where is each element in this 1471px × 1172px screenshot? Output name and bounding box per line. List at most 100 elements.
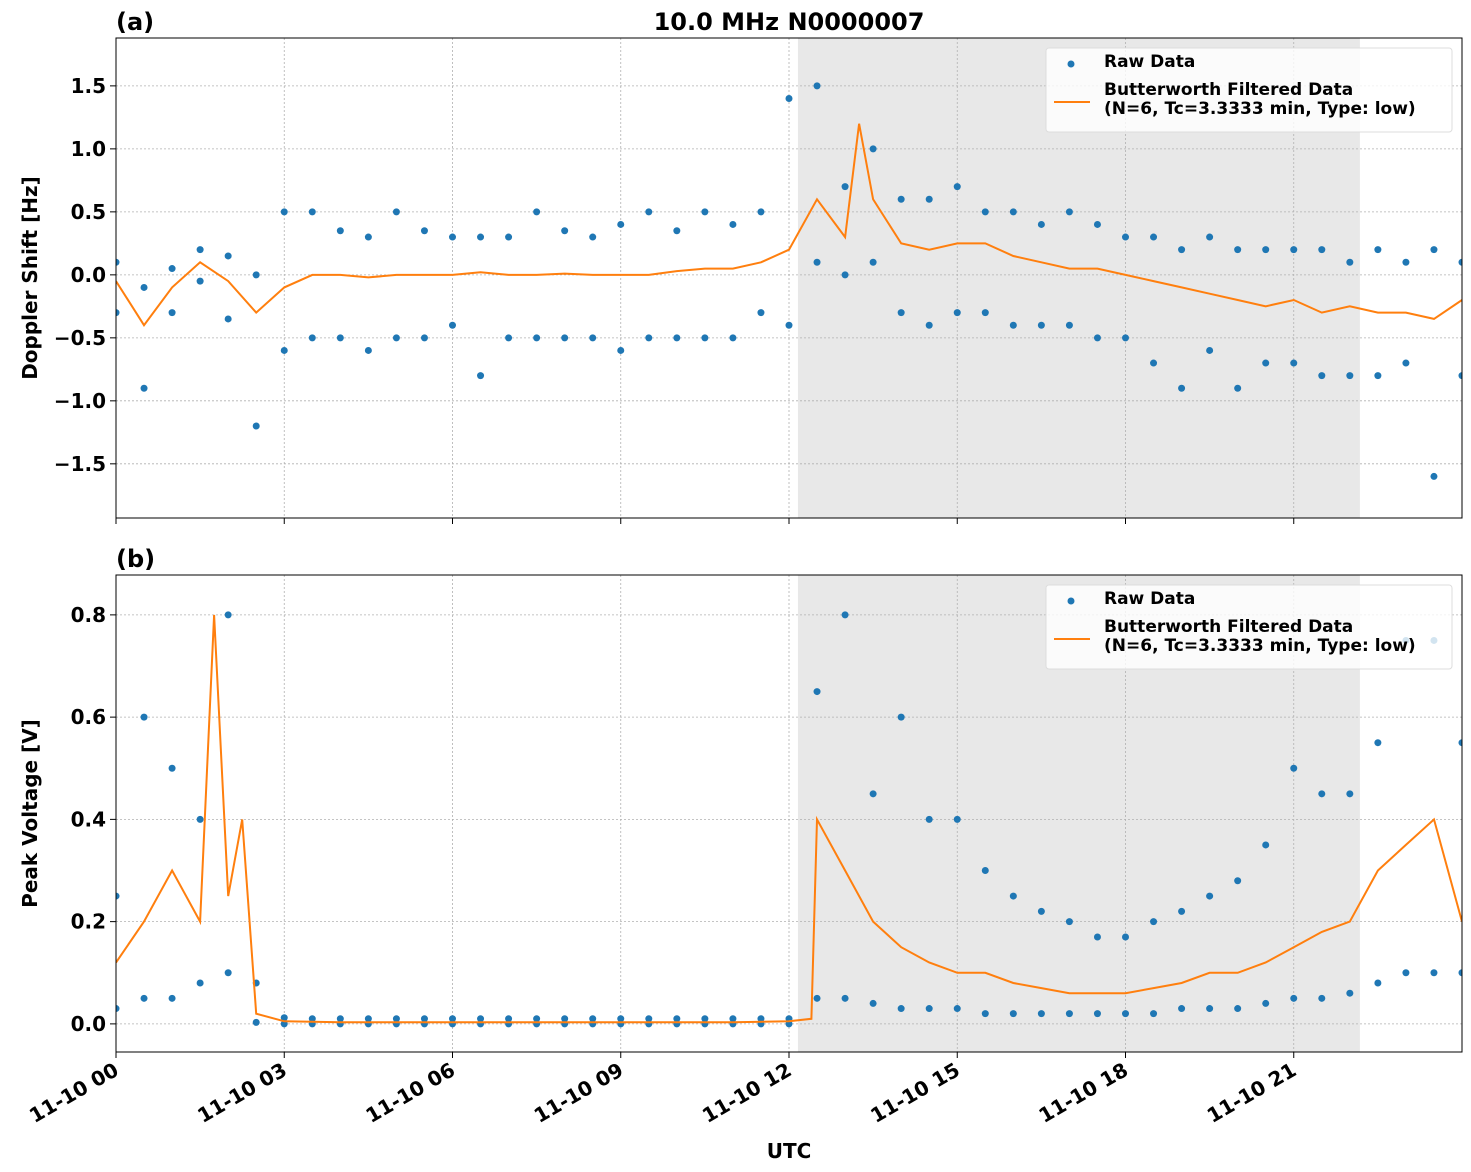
raw-point — [1150, 359, 1158, 367]
filtered-line — [116, 123, 1462, 327]
raw-point — [1009, 208, 1017, 216]
legend-marker — [1067, 60, 1075, 68]
raw-point — [1318, 246, 1326, 254]
raw-point — [813, 82, 821, 90]
raw-point — [813, 994, 821, 1002]
raw-point — [420, 1015, 428, 1023]
raw-point — [1178, 907, 1186, 915]
raw-point — [477, 233, 485, 241]
raw-point — [505, 1015, 513, 1023]
raw-point — [897, 713, 905, 721]
raw-point — [168, 764, 176, 772]
panel-label: (b) — [116, 545, 155, 573]
raw-point — [449, 1015, 456, 1023]
raw-point — [1206, 233, 1214, 241]
legend-entry: Raw Data — [1104, 53, 1196, 72]
raw-point — [561, 1015, 569, 1023]
raw-point — [1206, 892, 1214, 900]
raw-point — [757, 208, 765, 216]
x-axis-label: UTC — [767, 1139, 812, 1163]
y-tick-label: 1.5 — [71, 74, 106, 98]
raw-point — [953, 1005, 961, 1013]
raw-point — [116, 309, 120, 317]
raw-point — [336, 227, 344, 235]
raw-point — [1122, 1010, 1129, 1018]
raw-point — [953, 309, 961, 317]
raw-point — [1234, 384, 1242, 392]
raw-point — [1093, 933, 1101, 941]
raw-point — [729, 220, 737, 228]
raw-point — [392, 334, 400, 342]
raw-point — [1458, 372, 1462, 380]
raw-point — [673, 334, 681, 342]
raw-point — [336, 1015, 344, 1023]
raw-point — [449, 233, 456, 241]
raw-point — [252, 1018, 260, 1026]
raw-point — [1374, 979, 1382, 987]
raw-point — [1178, 1005, 1186, 1013]
raw-point — [1178, 384, 1186, 392]
raw-point — [1458, 969, 1462, 977]
raw-point — [364, 346, 372, 354]
raw-point — [308, 208, 316, 216]
raw-point — [420, 334, 428, 342]
raw-point — [1206, 346, 1214, 354]
x-tick-label: 11-10 06 — [361, 1058, 459, 1128]
raw-point — [673, 227, 681, 235]
raw-point — [1402, 969, 1410, 977]
raw-point — [140, 713, 148, 721]
y-tick-label: −1.5 — [54, 452, 106, 476]
raw-point — [981, 208, 989, 216]
raw-point — [673, 1015, 681, 1023]
raw-point — [364, 233, 372, 241]
raw-point — [392, 1015, 400, 1023]
raw-point — [981, 1010, 989, 1018]
raw-point — [1150, 1010, 1158, 1018]
raw-point — [925, 1005, 933, 1013]
raw-point — [1093, 334, 1101, 342]
raw-point — [505, 233, 513, 241]
raw-point — [1234, 246, 1242, 254]
raw-point — [757, 1015, 765, 1023]
raw-point — [477, 1015, 485, 1023]
raw-point — [1430, 472, 1438, 480]
legend-label: Raw Data — [1104, 53, 1196, 72]
raw-point — [140, 384, 148, 392]
raw-point — [1065, 1010, 1073, 1018]
raw-point — [308, 334, 316, 342]
raw-point — [1093, 220, 1101, 228]
raw-point — [533, 1015, 541, 1023]
raw-point — [252, 271, 260, 279]
y-tick-label: 0.0 — [71, 263, 106, 287]
y-axis-label: Peak Voltage [V] — [18, 719, 42, 908]
raw-point — [953, 183, 961, 191]
raw-point — [841, 611, 849, 619]
raw-point — [364, 1015, 372, 1023]
raw-point — [589, 334, 597, 342]
raw-point — [224, 969, 232, 977]
raw-point — [701, 334, 709, 342]
y-tick-label: 0.2 — [71, 910, 106, 934]
raw-point — [224, 315, 232, 323]
raw-point — [897, 309, 905, 317]
legend-marker — [1067, 597, 1075, 605]
raw-point — [1318, 994, 1326, 1002]
raw-point — [897, 195, 905, 203]
raw-point — [841, 183, 849, 191]
raw-point — [953, 815, 961, 823]
raw-point — [701, 1015, 709, 1023]
raw-point — [477, 372, 485, 380]
raw-point — [1458, 739, 1462, 747]
raw-point — [168, 265, 176, 273]
raw-point — [196, 815, 204, 823]
raw-point — [140, 994, 148, 1002]
raw-point — [925, 195, 933, 203]
raw-point — [1430, 969, 1438, 977]
raw-point — [1206, 1005, 1214, 1013]
raw-point — [1318, 790, 1326, 798]
raw-point — [757, 309, 765, 317]
raw-point — [280, 346, 288, 354]
x-tick-label: 11-10 00 — [25, 1058, 123, 1128]
raw-point — [1122, 933, 1129, 941]
raw-point — [1458, 258, 1462, 266]
